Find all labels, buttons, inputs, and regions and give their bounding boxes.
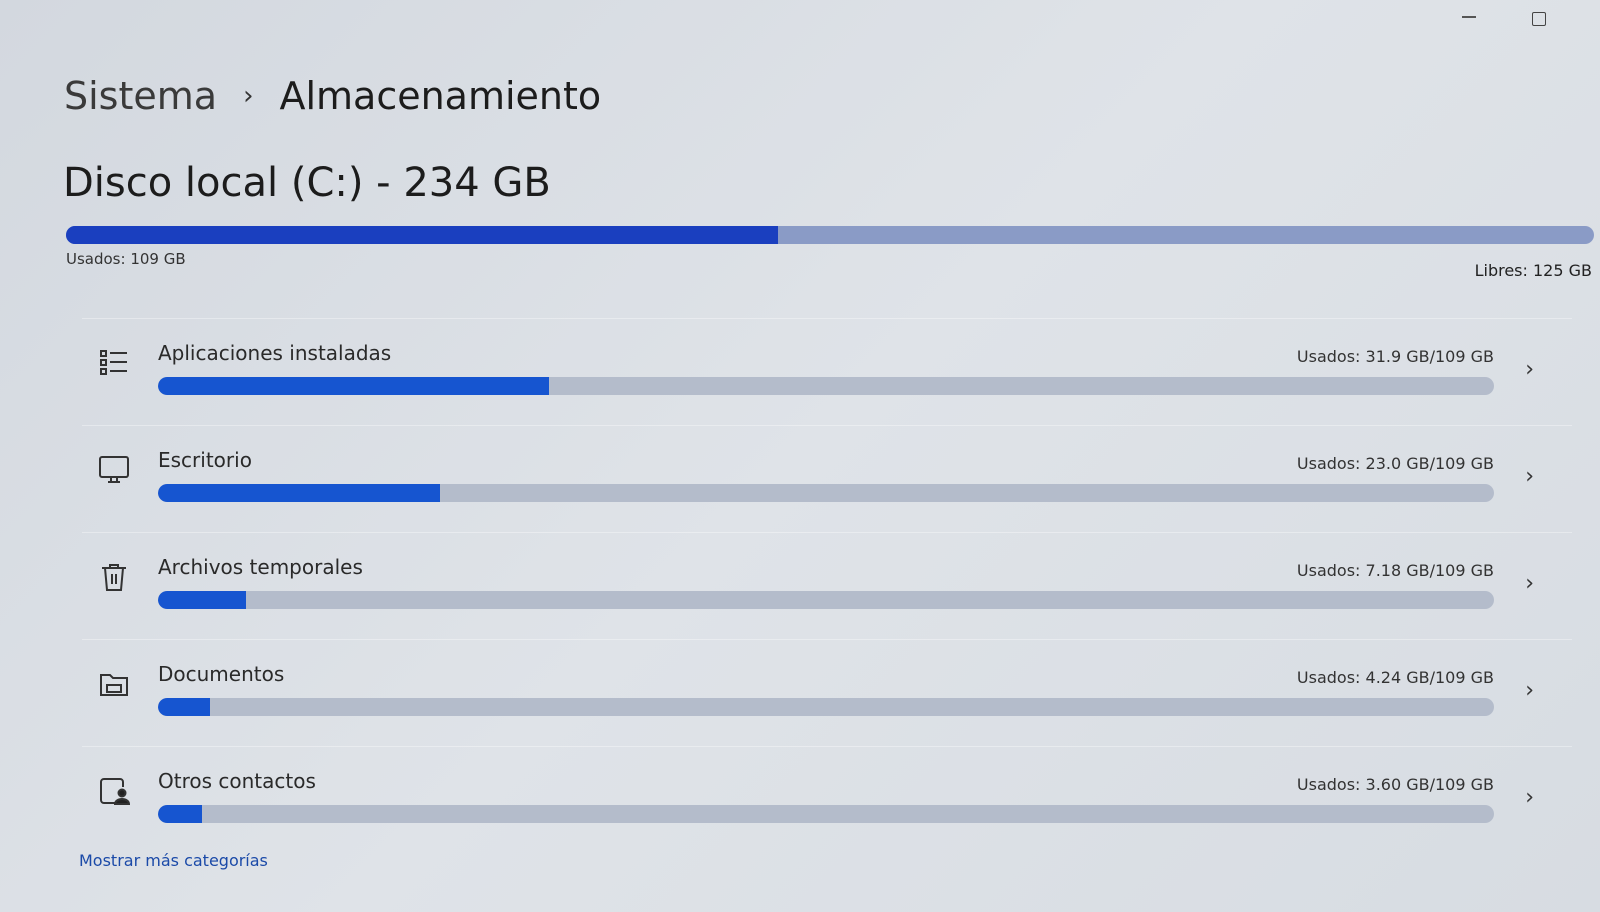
- category-usage: Usados: 7.18 GB/109 GB: [1296, 561, 1494, 580]
- category-label: Documentos: [158, 662, 285, 686]
- contact-icon: [98, 775, 131, 807]
- restore-button[interactable]: [1532, 12, 1546, 26]
- category-usage-bar: [158, 698, 1494, 716]
- disk-usage-bar: [66, 226, 1594, 244]
- category-otros-contactos[interactable]: Otros contactos Usados: 3.60 GB/109 GB ›: [82, 746, 1572, 847]
- chevron-right-icon[interactable]: ›: [1525, 357, 1534, 382]
- folder-icon: [98, 668, 130, 700]
- category-escritorio[interactable]: Escritorio Usados: 23.0 GB/109 GB ›: [82, 425, 1572, 526]
- category-label: Escritorio: [158, 448, 252, 472]
- category-usage: Usados: 3.60 GB/109 GB: [1296, 775, 1494, 794]
- category-label: Otros contactos: [158, 769, 316, 793]
- category-usage-bar: [158, 805, 1494, 823]
- page-title: Almacenamiento: [279, 74, 602, 118]
- chevron-right-icon[interactable]: ›: [1525, 571, 1534, 596]
- category-usage: Usados: 31.9 GB/109 GB: [1296, 347, 1494, 366]
- category-usage: Usados: 23.0 GB/109 GB: [1296, 454, 1494, 473]
- disk-used-label: Usados: 109 GB: [66, 250, 186, 268]
- list-icon: [98, 347, 130, 379]
- chevron-right-icon[interactable]: ›: [1525, 678, 1534, 703]
- category-usage-fill: [158, 698, 211, 716]
- category-usage-bar: [158, 377, 1494, 395]
- category-documentos[interactable]: Documentos Usados: 4.24 GB/109 GB ›: [82, 639, 1572, 740]
- category-usage-bar: [158, 484, 1494, 502]
- disk-usage-fill: [66, 226, 779, 244]
- category-usage-fill: [158, 484, 440, 502]
- show-more-categories-link[interactable]: Mostrar más categorías: [79, 851, 268, 870]
- category-label: Aplicaciones instaladas: [158, 341, 392, 365]
- chevron-right-icon[interactable]: ›: [1525, 785, 1534, 810]
- category-label: Archivos temporales: [158, 555, 363, 579]
- disk-free-label: Libres: 125 GB: [1474, 261, 1592, 280]
- category-usage-fill: [158, 591, 247, 609]
- chevron-right-icon: ›: [243, 81, 254, 111]
- monitor-icon: [98, 454, 130, 486]
- category-archivos-temporales[interactable]: Archivos temporales Usados: 7.18 GB/109 …: [82, 532, 1572, 633]
- breadcrumb-parent[interactable]: Sistema: [64, 74, 218, 118]
- disk-title: Disco local (C:) - 234 GB: [63, 160, 551, 206]
- breadcrumb: Sistema › Almacenamiento: [64, 74, 601, 118]
- category-usage-fill: [158, 377, 550, 395]
- minimize-button[interactable]: [1462, 16, 1476, 18]
- category-usage-fill: [158, 805, 203, 823]
- category-usage-bar: [158, 591, 1494, 609]
- trash-icon: [98, 561, 130, 593]
- category-aplicaciones-instaladas[interactable]: Aplicaciones instaladas Usados: 31.9 GB/…: [82, 318, 1572, 419]
- category-usage: Usados: 4.24 GB/109 GB: [1296, 668, 1494, 687]
- chevron-right-icon[interactable]: ›: [1525, 464, 1534, 489]
